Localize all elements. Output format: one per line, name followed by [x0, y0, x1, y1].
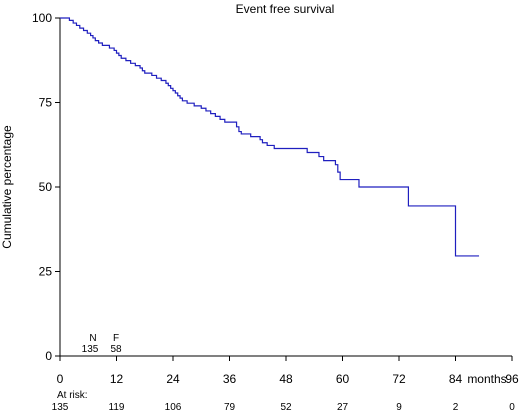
at-risk-value: 27 — [337, 402, 349, 413]
at-risk-value: 2 — [453, 402, 459, 413]
at-risk-value: 79 — [224, 402, 236, 413]
x-tick-label: 24 — [166, 372, 180, 386]
x-tick-label: 12 — [110, 372, 124, 386]
f-label: F — [113, 333, 119, 344]
y-ticks: 0 25 50 75 100 — [32, 11, 60, 363]
y-tick-label: 25 — [39, 265, 53, 279]
at-risk-value: 52 — [280, 402, 292, 413]
y-tick-label: 50 — [39, 180, 53, 194]
x-tick-label: 60 — [336, 372, 350, 386]
y-tick-label: 75 — [39, 96, 53, 110]
at-risk-value: 0 — [509, 402, 515, 413]
x-tick-label: 72 — [392, 372, 406, 386]
f-value: 58 — [110, 344, 122, 355]
y-tick-label: 0 — [45, 349, 52, 363]
at-risk-value: 119 — [109, 402, 125, 413]
chart-title: Event free survival — [236, 2, 335, 16]
x-axis-label: months — [467, 372, 506, 386]
at-risk-value: 106 — [165, 402, 182, 413]
x-tick-label: 48 — [279, 372, 293, 386]
x-tick-label: 36 — [223, 372, 237, 386]
at-risk-label: At risk: — [57, 390, 88, 401]
x-tick-label: 0 — [57, 372, 64, 386]
y-axis-label: Cumulative percentage — [0, 125, 14, 249]
y-tick-label: 100 — [32, 11, 52, 25]
x-ticks: 0 12 24 36 48 60 72 84 96 — [57, 356, 519, 386]
at-risk-values: 135 119 106 79 52 27 9 2 0 — [52, 402, 516, 413]
at-risk-value: 9 — [396, 402, 402, 413]
n-value: 135 — [82, 344, 99, 355]
x-tick-label: 84 — [449, 372, 463, 386]
x-tick-label: 96 — [505, 372, 519, 386]
km-survival-line — [60, 17, 480, 257]
n-label: N — [89, 333, 96, 344]
at-risk-value: 135 — [52, 402, 69, 413]
